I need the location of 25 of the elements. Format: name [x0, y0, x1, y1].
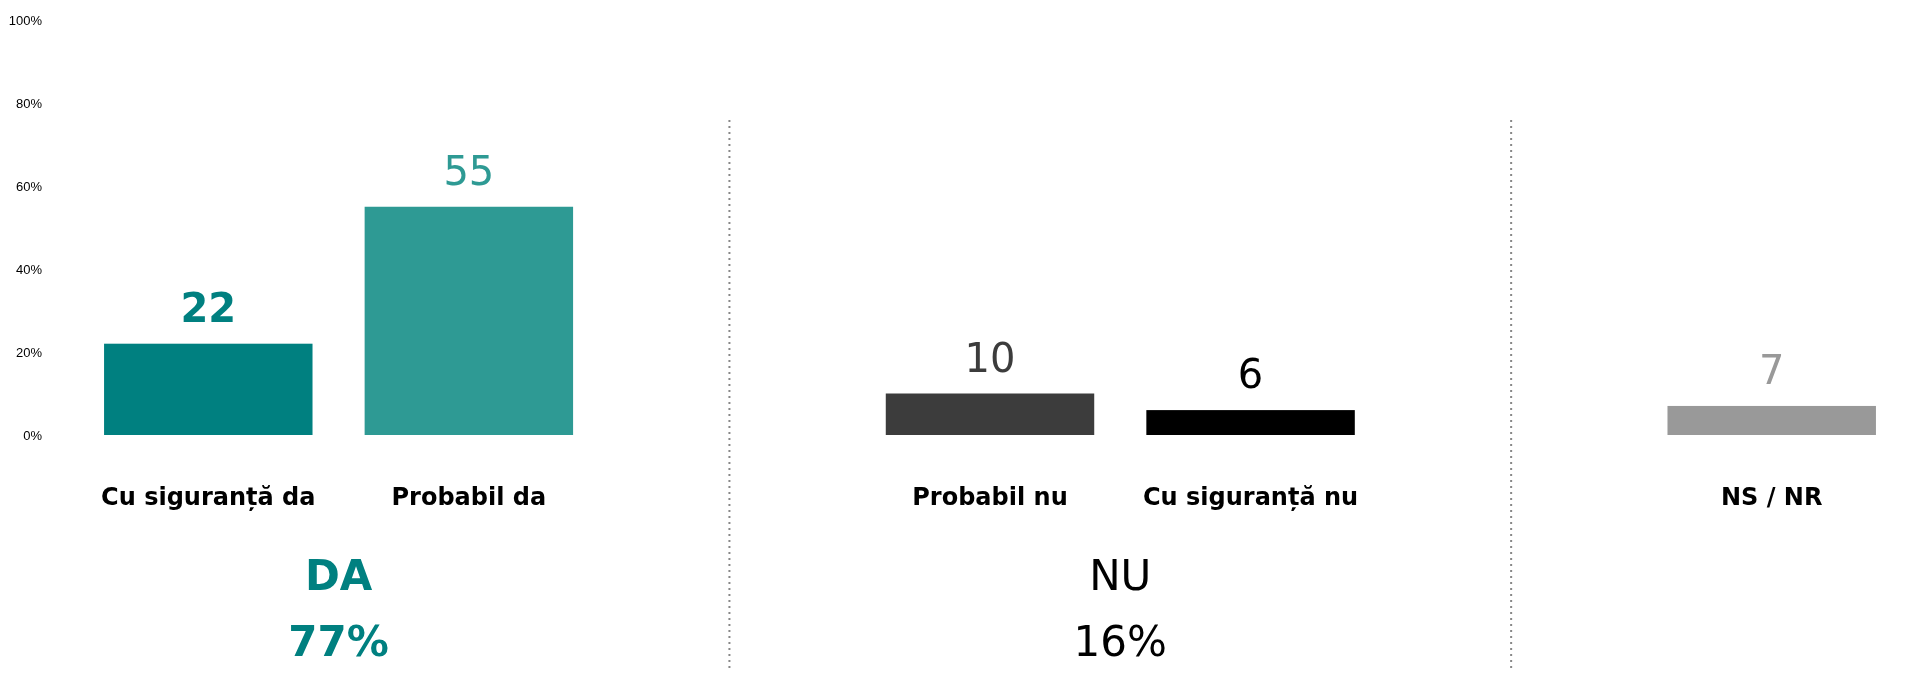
- bar: [364, 206, 574, 435]
- y-tick-label: 60%: [15, 178, 43, 194]
- data-label: 22: [180, 284, 237, 331]
- y-tick-label: 100%: [8, 12, 43, 28]
- x-tick-label: Cu siguranță da: [101, 483, 316, 511]
- data-label: 10: [964, 334, 1016, 381]
- text: 16%: [1073, 617, 1167, 666]
- x-tick-label: Probabil da: [391, 483, 547, 511]
- bar: [1667, 405, 1876, 435]
- x-tick-label: Probabil nu: [912, 483, 1068, 511]
- text: 77%: [288, 617, 389, 666]
- bar: [885, 393, 1095, 435]
- data-label: 6: [1237, 351, 1264, 398]
- data-label: 7: [1758, 346, 1785, 393]
- text: DA: [304, 551, 373, 600]
- bar: [104, 343, 313, 435]
- y-tick-label: 0%: [23, 427, 43, 443]
- x-tick-label: Cu siguranță nu: [1142, 483, 1359, 511]
- y-tick-label: 80%: [15, 95, 43, 111]
- y-tick-label: 20%: [15, 344, 43, 360]
- bar: [1146, 410, 1355, 435]
- text: NU: [1089, 551, 1152, 600]
- x-tick-label: NS / NR: [1721, 483, 1823, 511]
- data-label: 55: [443, 147, 495, 194]
- y-tick-label: 40%: [15, 261, 43, 277]
